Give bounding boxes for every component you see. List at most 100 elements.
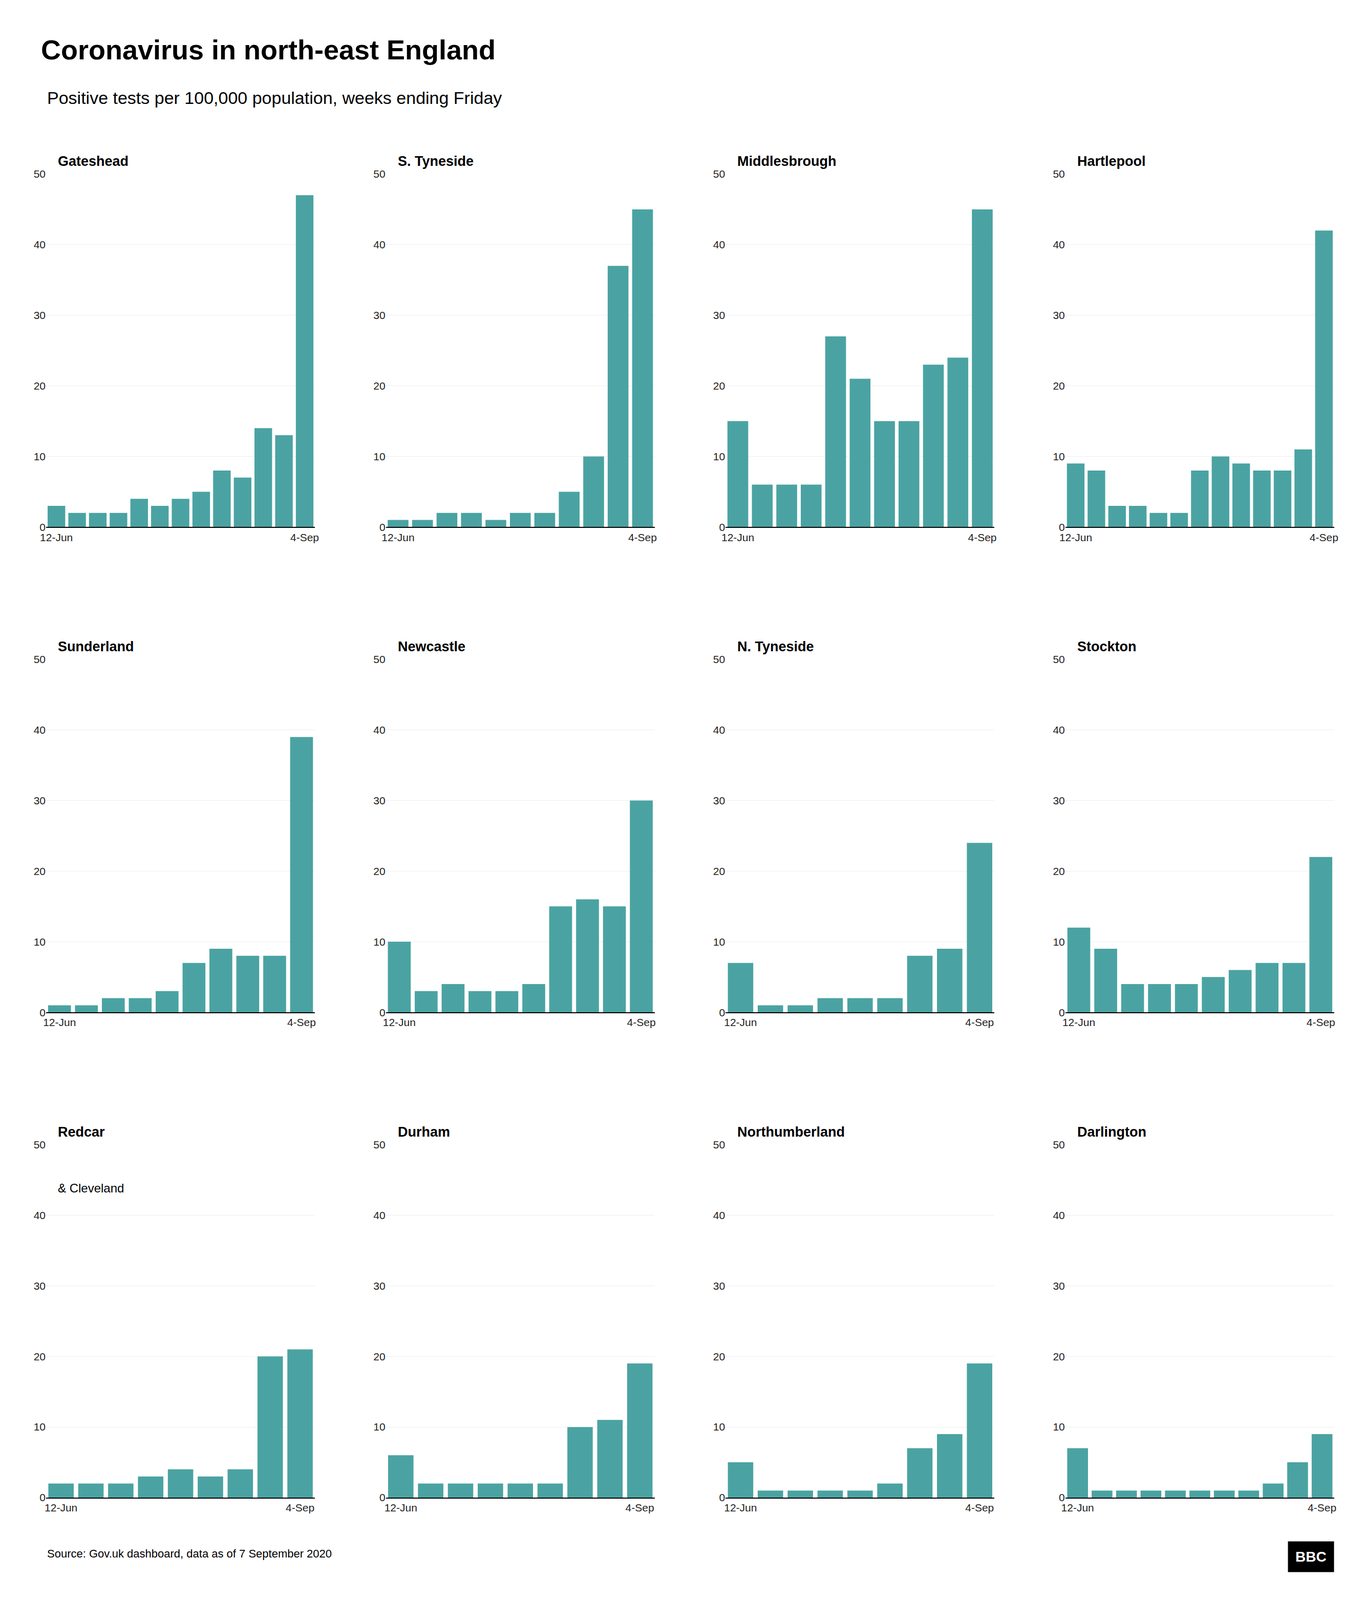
svg-text:10: 10 (33, 1420, 46, 1433)
svg-text:12-Jun: 12-Jun (39, 531, 73, 544)
svg-text:0: 0 (719, 1491, 726, 1504)
svg-text:12-Jun: 12-Jun (381, 531, 415, 544)
svg-text:40: 40 (33, 1209, 46, 1222)
svg-text:20: 20 (33, 1350, 46, 1363)
svg-text:4-Sep: 4-Sep (1309, 531, 1339, 544)
svg-text:Northumberland: Northumberland (737, 1124, 845, 1140)
svg-text:10: 10 (1052, 1420, 1065, 1433)
svg-text:12-Jun: 12-Jun (384, 1501, 418, 1514)
svg-text:50: 50 (373, 653, 386, 666)
svg-text:20: 20 (1052, 1350, 1065, 1363)
svg-text:12-Jun: 12-Jun (1061, 1501, 1095, 1514)
svg-text:0: 0 (1058, 1491, 1065, 1504)
svg-text:& Cleveland: & Cleveland (57, 1181, 124, 1196)
svg-text:Positive tests per 100,000 pop: Positive tests per 100,000 population, w… (47, 88, 502, 108)
svg-text:4-Sep: 4-Sep (968, 531, 997, 544)
svg-text:50: 50 (33, 653, 46, 666)
svg-text:4-Sep: 4-Sep (1306, 1016, 1336, 1029)
svg-text:0: 0 (379, 1006, 386, 1019)
svg-text:4-Sep: 4-Sep (287, 1016, 316, 1029)
svg-text:10: 10 (713, 450, 725, 463)
svg-text:10: 10 (1052, 935, 1065, 948)
svg-text:40: 40 (373, 1209, 386, 1222)
svg-text:40: 40 (373, 238, 386, 251)
svg-text:20: 20 (713, 865, 725, 878)
svg-text:30: 30 (713, 1280, 725, 1292)
svg-text:30: 30 (1052, 794, 1065, 807)
svg-text:30: 30 (1052, 1280, 1065, 1292)
svg-text:Redcar: Redcar (57, 1124, 105, 1140)
svg-text:Middlesbrough: Middlesbrough (737, 153, 837, 169)
svg-text:12-Jun: 12-Jun (723, 1501, 757, 1514)
svg-text:40: 40 (1052, 1209, 1065, 1222)
svg-text:0: 0 (39, 521, 46, 533)
svg-text:10: 10 (373, 1420, 386, 1433)
svg-text:10: 10 (713, 935, 725, 948)
svg-text:0: 0 (1058, 521, 1065, 533)
svg-text:30: 30 (373, 309, 386, 322)
svg-text:50: 50 (373, 1138, 386, 1151)
svg-text:30: 30 (33, 309, 46, 322)
svg-text:30: 30 (33, 1280, 46, 1292)
svg-text:50: 50 (1052, 653, 1065, 666)
svg-text:20: 20 (1052, 379, 1065, 392)
svg-text:12-Jun: 12-Jun (723, 1016, 757, 1029)
svg-text:30: 30 (713, 309, 725, 322)
svg-text:0: 0 (39, 1006, 46, 1019)
svg-text:12-Jun: 12-Jun (1062, 1016, 1096, 1029)
svg-text:4-Sep: 4-Sep (285, 1501, 315, 1514)
svg-text:40: 40 (33, 723, 46, 736)
svg-text:50: 50 (1052, 167, 1065, 180)
svg-text:10: 10 (33, 450, 46, 463)
svg-text:10: 10 (373, 935, 386, 948)
svg-text:4-Sep: 4-Sep (290, 531, 319, 544)
svg-text:12-Jun: 12-Jun (382, 1016, 416, 1029)
svg-text:Stockton: Stockton (1077, 638, 1137, 655)
svg-text:50: 50 (1052, 1138, 1065, 1151)
svg-text:0: 0 (1058, 1006, 1065, 1019)
svg-text:0: 0 (379, 1491, 386, 1504)
svg-text:4-Sep: 4-Sep (965, 1501, 994, 1514)
svg-text:30: 30 (1052, 309, 1065, 322)
svg-text:20: 20 (373, 379, 386, 392)
svg-text:12-Jun: 12-Jun (1059, 531, 1093, 544)
svg-text:0: 0 (379, 521, 386, 533)
svg-text:10: 10 (713, 1420, 725, 1433)
svg-text:Darlington: Darlington (1077, 1124, 1147, 1140)
svg-text:20: 20 (713, 379, 725, 392)
svg-text:40: 40 (373, 723, 386, 736)
svg-text:50: 50 (33, 167, 46, 180)
svg-text:30: 30 (713, 794, 725, 807)
svg-text:40: 40 (713, 238, 725, 251)
svg-text:12-Jun: 12-Jun (721, 531, 755, 544)
svg-text:20: 20 (373, 865, 386, 878)
svg-text:4-Sep: 4-Sep (628, 531, 657, 544)
svg-text:50: 50 (713, 1138, 725, 1151)
svg-text:Gateshead: Gateshead (57, 153, 129, 169)
svg-text:10: 10 (373, 450, 386, 463)
svg-text:Coronavirus in north-east Engl: Coronavirus in north-east England (40, 34, 496, 66)
svg-text:12-Jun: 12-Jun (44, 1501, 78, 1514)
svg-text:40: 40 (1052, 723, 1065, 736)
svg-text:30: 30 (373, 1280, 386, 1292)
svg-text:Hartlepool: Hartlepool (1077, 153, 1146, 169)
svg-text:20: 20 (33, 379, 46, 392)
svg-text:40: 40 (33, 238, 46, 251)
svg-text:0: 0 (719, 521, 726, 533)
svg-text:20: 20 (1052, 865, 1065, 878)
svg-text:50: 50 (713, 167, 725, 180)
svg-text:Durham: Durham (397, 1124, 451, 1140)
svg-text:N. Tyneside: N. Tyneside (737, 638, 815, 655)
svg-text:0: 0 (39, 1491, 46, 1504)
svg-text:50: 50 (33, 1138, 46, 1151)
svg-text:0: 0 (719, 1006, 726, 1019)
svg-text:50: 50 (373, 167, 386, 180)
svg-text:40: 40 (713, 1209, 725, 1222)
svg-text:4-Sep: 4-Sep (625, 1501, 655, 1514)
svg-text:40: 40 (713, 723, 725, 736)
svg-text:Sunderland: Sunderland (57, 638, 135, 655)
svg-text:4-Sep: 4-Sep (627, 1016, 656, 1029)
svg-text:50: 50 (713, 653, 725, 666)
svg-text:4-Sep: 4-Sep (1307, 1501, 1337, 1514)
svg-text:10: 10 (33, 935, 46, 948)
